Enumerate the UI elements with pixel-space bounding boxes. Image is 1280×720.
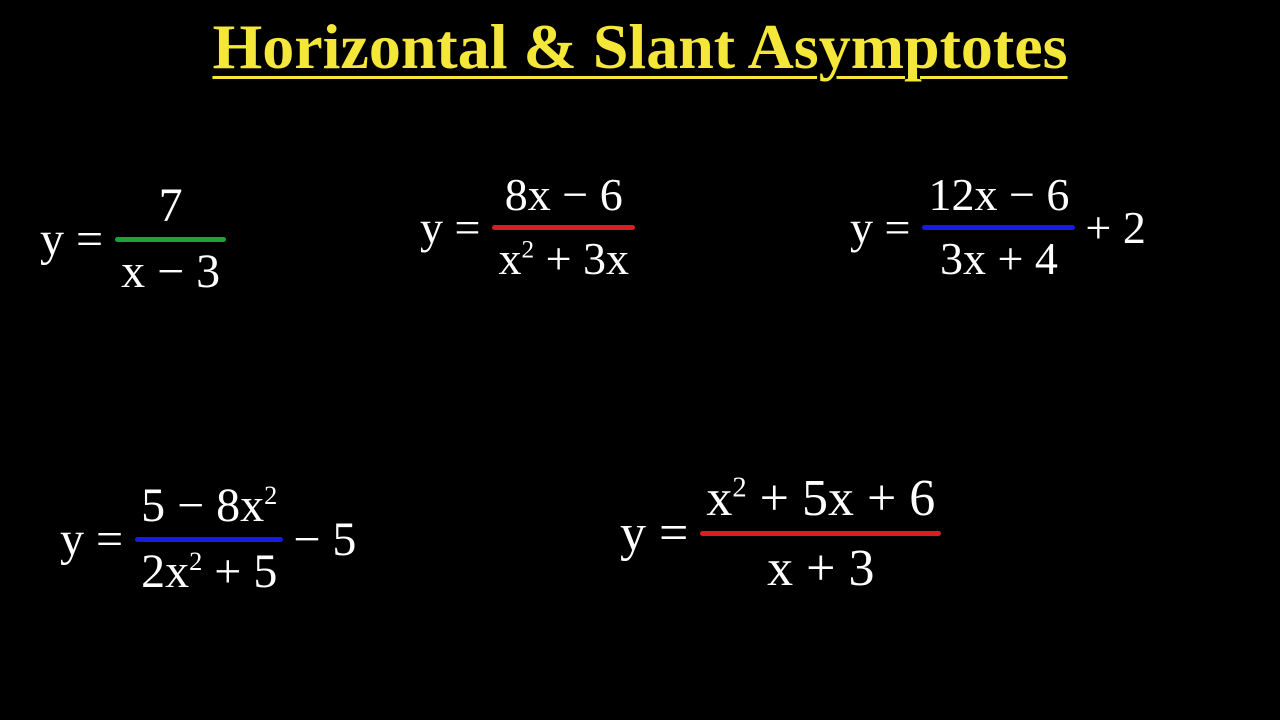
- equation-lhs: y =: [420, 201, 480, 254]
- equation-lhs: y =: [620, 504, 688, 563]
- title-text: Horizontal & Slant Asymptotes: [212, 11, 1067, 82]
- fraction: x2 + 5x + 6 x + 3: [700, 470, 941, 597]
- numerator: 7: [153, 180, 189, 233]
- equation-lhs: y =: [60, 512, 123, 567]
- numerator: 8x − 6: [499, 170, 629, 221]
- equation-tail: + 2: [1085, 201, 1145, 254]
- fraction-bar: [115, 237, 226, 242]
- equation-eq2: y = 8x − 6 x2 + 3x: [420, 170, 635, 284]
- equation-lhs: y =: [850, 201, 910, 254]
- numerator: 5 − 8x2: [135, 480, 283, 533]
- denominator: 2x2 + 5: [135, 546, 283, 599]
- fraction-bar: [700, 531, 941, 536]
- fraction: 8x − 6 x2 + 3x: [492, 170, 635, 284]
- equation-lhs: y =: [40, 212, 103, 267]
- fraction-bar: [922, 225, 1075, 230]
- equation-eq4: y =5 − 8x2 2x2 + 5− 5: [60, 480, 356, 599]
- denominator: x + 3: [761, 540, 880, 597]
- fraction: 12x − 6 3x + 4: [922, 170, 1075, 284]
- page-title: Horizontal & Slant Asymptotes: [212, 10, 1067, 84]
- numerator: x2 + 5x + 6: [700, 470, 941, 527]
- fraction: 5 − 8x2 2x2 + 5: [135, 480, 283, 599]
- numerator: 12x − 6: [922, 170, 1075, 221]
- denominator: x2 + 3x: [492, 234, 635, 285]
- equation-eq3: y =12x − 6 3x + 4 + 2: [850, 170, 1146, 284]
- fraction-bar: [492, 225, 635, 230]
- equation-eq5: y =x2 + 5x + 6 x + 3: [620, 470, 941, 597]
- fraction: 7 x − 3: [115, 180, 226, 299]
- equation-eq1: y = 7 x − 3: [40, 180, 226, 299]
- fraction-bar: [135, 537, 283, 542]
- denominator: 3x + 4: [934, 234, 1064, 285]
- denominator: x − 3: [115, 246, 226, 299]
- equation-tail: − 5: [293, 512, 356, 567]
